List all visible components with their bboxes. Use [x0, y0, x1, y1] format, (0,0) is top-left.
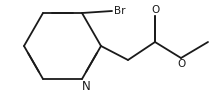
- Text: N: N: [82, 80, 90, 93]
- Text: Br: Br: [114, 6, 125, 16]
- Text: O: O: [151, 5, 159, 15]
- Text: O: O: [177, 59, 185, 69]
